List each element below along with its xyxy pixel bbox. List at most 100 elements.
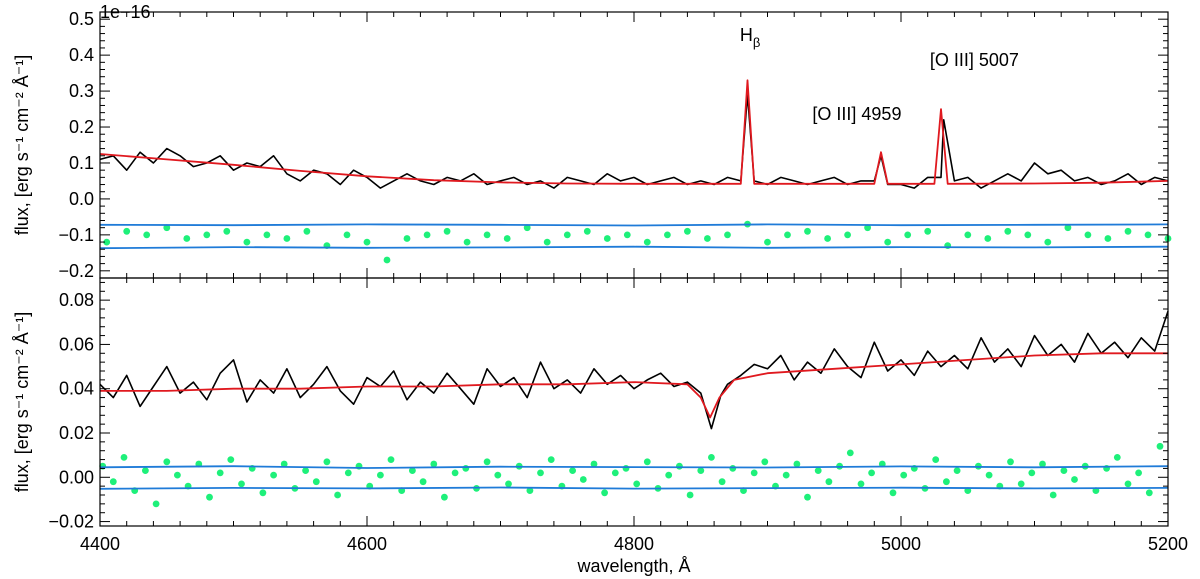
residual-point: [984, 235, 992, 242]
residual-point: [183, 235, 191, 242]
residual-point: [206, 493, 213, 501]
residual-point: [302, 467, 309, 474]
residual-point: [1071, 476, 1078, 483]
residual-point: [622, 465, 630, 472]
residual-point: [143, 231, 151, 239]
residual-point: [1004, 227, 1012, 235]
residual-point: [563, 231, 571, 239]
residual-point: [1124, 480, 1132, 488]
residual-point: [924, 227, 932, 235]
residual-point: [451, 469, 459, 477]
residual-point: [1113, 454, 1121, 461]
residual-point: [1039, 460, 1046, 468]
residual-point: [932, 456, 940, 463]
residual-point: [403, 235, 411, 242]
residual-point: [152, 500, 160, 508]
residual-point: [174, 471, 181, 479]
residual-point: [1145, 489, 1153, 497]
residual-point: [216, 469, 224, 477]
y-axis-label: flux, [erg s⁻¹ cm⁻² Å⁻¹]: [12, 312, 32, 493]
residual-point: [814, 467, 822, 474]
residual-point: [889, 489, 897, 497]
x-tick-label: 4800: [614, 534, 654, 554]
model-fit-line: [100, 352, 1168, 419]
residual-point: [1156, 442, 1164, 450]
residual-point: [590, 460, 598, 468]
residual-point: [704, 235, 711, 242]
residual-point: [761, 458, 769, 466]
residual-point: [312, 478, 320, 486]
y-tick-label: 0.2: [69, 117, 94, 137]
line-annotation: [O III] 5007: [930, 50, 1019, 70]
residual-point: [430, 460, 438, 468]
top-panel: −0.2 −0.1 0.0 0.1 0.2 0.3 0.4 0.5 flux, [erg s⁻¹…: [12, 2, 1172, 281]
y-axis-label: flux, [erg s⁻¹ cm⁻² Å⁻¹]: [12, 55, 32, 236]
residual-point: [686, 491, 694, 499]
residual-point: [494, 471, 502, 479]
residual-point: [664, 231, 671, 239]
observed-spectrum-line: [99, 310, 1169, 430]
y-tick-label: 0.00: [59, 467, 94, 487]
y-tick-label: −0.2: [58, 261, 94, 281]
residual-point: [603, 235, 611, 242]
residual-point: [1144, 231, 1152, 239]
residual-point: [409, 467, 416, 474]
residual-point: [227, 456, 235, 463]
y-tick-label: −0.1: [58, 225, 94, 245]
upper-error-band-line: [99, 223, 1169, 227]
x-tick-label: 5000: [881, 534, 921, 554]
y-tick-label: 0.02: [59, 423, 94, 443]
residual-point: [953, 467, 961, 474]
residual-point: [120, 454, 128, 461]
residual-point: [569, 467, 576, 474]
residual-point: [844, 231, 851, 239]
residual-point: [1028, 469, 1036, 477]
residual-point: [483, 231, 491, 239]
observed-spectrum-line: [99, 93, 1169, 189]
residual-point: [793, 460, 801, 468]
residual-point: [643, 458, 651, 466]
residual-point: [601, 489, 608, 497]
residual-point: [943, 478, 950, 486]
y-tick-label: −0.02: [48, 512, 94, 532]
y-tick-label: 0.3: [69, 81, 94, 101]
residual-point: [223, 227, 231, 235]
residual-point: [441, 493, 448, 501]
residual-point: [611, 469, 619, 477]
residual-point: [537, 469, 544, 477]
residual-point: [483, 458, 491, 466]
residual-point: [1060, 467, 1068, 474]
residual-point: [103, 238, 111, 246]
lower-error-band-line: [99, 245, 1169, 250]
residual-point: [547, 456, 555, 463]
residual-point: [1135, 469, 1142, 477]
residual-point: [665, 471, 673, 479]
residual-point: [463, 238, 471, 246]
residual-point: [109, 478, 117, 486]
scale-factor-label: 1e−16: [100, 2, 151, 22]
residual-point: [123, 227, 131, 235]
residual-point: [526, 487, 534, 494]
residual-point: [419, 478, 427, 486]
residual-point: [377, 471, 384, 479]
y-tick-label: 0.5: [69, 9, 94, 29]
residual-point: [343, 231, 351, 239]
residual-point: [423, 231, 431, 239]
residual-point: [1064, 224, 1072, 232]
residual-point: [900, 471, 908, 479]
residual-point: [825, 478, 833, 486]
y-tick-label: 0.0: [69, 189, 94, 209]
residual-point: [623, 231, 631, 239]
y-tick-label: 0.08: [59, 290, 94, 310]
residual-point: [1104, 235, 1112, 242]
residual-point: [579, 476, 587, 483]
residual-point: [270, 471, 277, 479]
residual-point: [729, 465, 737, 472]
residual-point: [163, 224, 171, 232]
residual-point: [523, 224, 531, 232]
residual-point: [1024, 231, 1032, 239]
residual-point: [383, 256, 391, 264]
residual-point: [303, 227, 311, 235]
y-tick-label: 0.06: [59, 334, 94, 354]
residual-point: [904, 231, 912, 239]
